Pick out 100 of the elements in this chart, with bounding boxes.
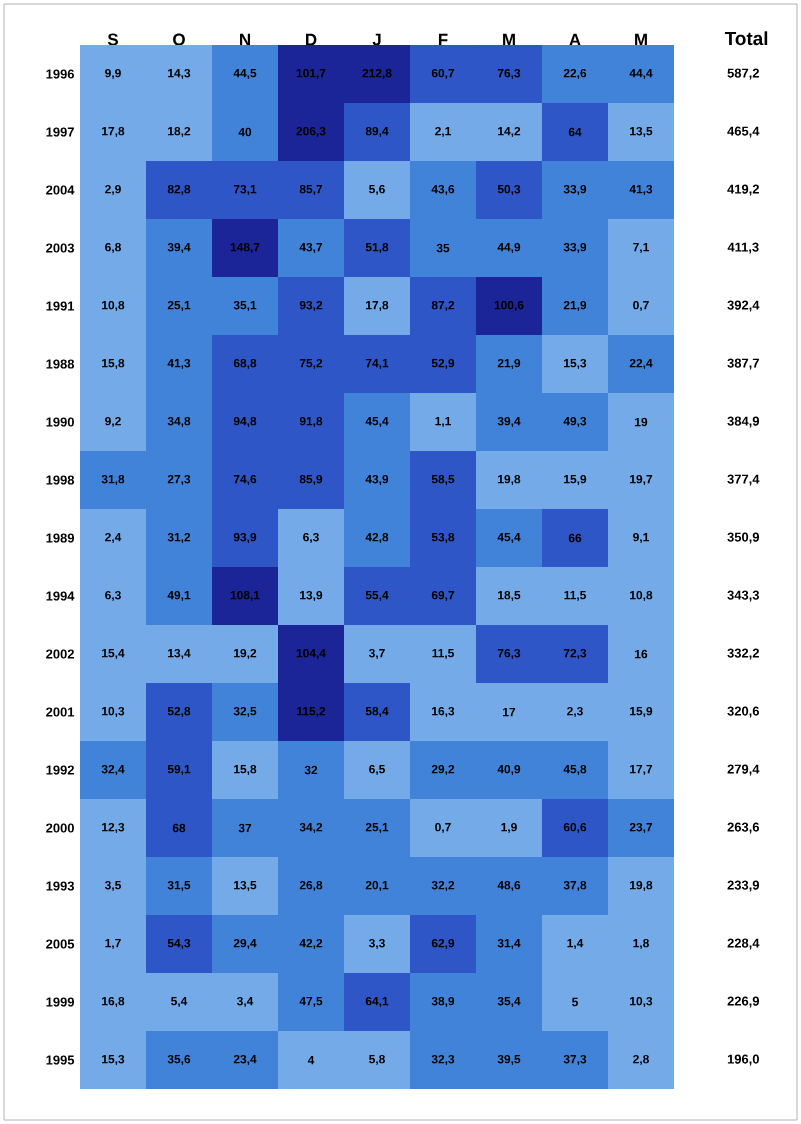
data-label: 16,3 xyxy=(432,706,455,718)
data-label: 13,4 xyxy=(168,648,191,660)
y2-tick-label: 377,4 xyxy=(727,474,760,486)
data-label: 0,7 xyxy=(435,822,451,834)
data-label: 12,3 xyxy=(102,822,125,834)
data-label: 48,6 xyxy=(497,880,521,892)
data-label: 2,8 xyxy=(633,1054,649,1066)
data-label: 15,4 xyxy=(102,648,125,660)
data-label: 5,8 xyxy=(369,1054,385,1066)
data-label: 68,8 xyxy=(233,358,257,370)
data-label: 17 xyxy=(503,707,516,717)
x-tick-label: F xyxy=(438,33,448,46)
data-label: 21,9 xyxy=(563,300,587,312)
data-label: 100,6 xyxy=(494,300,524,312)
data-label: 212,8 xyxy=(362,68,392,80)
data-label: 22,6 xyxy=(563,68,587,80)
data-label: 2,4 xyxy=(105,532,122,544)
data-label: 3,3 xyxy=(368,938,385,950)
data-label: 39,4 xyxy=(497,416,521,428)
data-label: 85,7 xyxy=(299,184,323,196)
data-label: 41,3 xyxy=(167,358,191,370)
y2-tick-label: 226,9 xyxy=(727,996,760,1008)
data-label: 69,7 xyxy=(431,590,455,602)
data-label: 18,5 xyxy=(498,590,521,602)
data-label: 3,7 xyxy=(368,648,385,660)
data-label: 1,1 xyxy=(435,416,451,428)
y2-axis-title: Total xyxy=(724,31,768,46)
data-label: 82,8 xyxy=(167,184,191,196)
data-label: 5,4 xyxy=(171,996,188,1008)
data-label: 17,8 xyxy=(102,126,125,138)
data-label: 21,9 xyxy=(497,358,521,370)
data-label: 10,8 xyxy=(630,590,653,602)
y2-tick-label: 411,3 xyxy=(727,242,759,254)
y2-tick-label: 350,9 xyxy=(727,532,760,544)
data-label: 10,3 xyxy=(102,706,125,718)
data-label: 25,1 xyxy=(167,300,191,312)
data-label: 19,8 xyxy=(498,474,521,486)
data-label: 35,4 xyxy=(497,996,521,1008)
x-tick-label: S xyxy=(107,33,118,46)
data-label: 1,9 xyxy=(501,822,517,834)
data-label: 66 xyxy=(568,533,582,543)
data-label: 31,2 xyxy=(167,532,191,544)
x-tick-label: M xyxy=(635,33,647,46)
data-label: 15,3 xyxy=(102,1054,125,1066)
y2-tick-label: 263,6 xyxy=(727,822,760,834)
data-label: 55,4 xyxy=(365,590,389,602)
data-label: 11,5 xyxy=(432,648,454,660)
y-tick-label: 1996 xyxy=(46,69,75,79)
data-label: 44,9 xyxy=(497,242,521,254)
data-label: 34,2 xyxy=(299,822,323,834)
data-label: 19,7 xyxy=(630,474,653,486)
y-tick-label: 1993 xyxy=(46,881,75,891)
y-tick-label: 2003 xyxy=(46,243,75,253)
data-label: 85,9 xyxy=(299,474,323,486)
y-tick-label: 1992 xyxy=(46,765,74,775)
data-label: 43,7 xyxy=(299,242,323,254)
data-label: 72,3 xyxy=(563,648,587,660)
data-label: 42,8 xyxy=(365,532,389,544)
data-label: 23,4 xyxy=(233,1054,257,1066)
data-label: 2,1 xyxy=(435,126,451,138)
data-label: 43,6 xyxy=(431,184,455,196)
data-label: 3,4 xyxy=(236,996,254,1008)
data-label: 49,1 xyxy=(167,590,191,602)
y2-tick-label: 332,2 xyxy=(727,648,759,660)
y-tick-label: 1998 xyxy=(46,475,75,485)
y2-tick-label: 279,4 xyxy=(727,764,760,776)
data-label: 60,7 xyxy=(431,68,455,80)
x-tick-label: N xyxy=(240,33,250,46)
y-tick-label: 1990 xyxy=(46,417,74,427)
data-label: 25,1 xyxy=(365,822,389,834)
y2-tick-label: 228,4 xyxy=(727,938,760,950)
y2-tick-label: 465,4 xyxy=(727,126,760,138)
data-label: 44,5 xyxy=(233,68,257,80)
data-label: 16 xyxy=(635,649,648,659)
data-label: 41,3 xyxy=(629,184,653,196)
data-label: 53,8 xyxy=(431,532,455,544)
y-tick-label: 1994 xyxy=(46,591,75,601)
data-label: 74,1 xyxy=(365,358,389,370)
y2-tick-label: 587,2 xyxy=(727,68,759,80)
data-label: 37,8 xyxy=(563,880,587,892)
data-label: 5,6 xyxy=(369,184,385,196)
data-label: 20,1 xyxy=(365,880,389,892)
data-label: 29,2 xyxy=(431,764,455,776)
y-tick-label: 1989 xyxy=(46,533,74,543)
data-label: 1,8 xyxy=(633,938,649,950)
data-label: 39,4 xyxy=(167,242,191,254)
data-label: 87,2 xyxy=(431,300,455,312)
data-label: 27,3 xyxy=(167,474,191,486)
data-label: 206,3 xyxy=(296,126,326,138)
data-label: 64 xyxy=(568,127,582,137)
data-label: 16,8 xyxy=(102,996,125,1008)
x-tick-label: O xyxy=(173,33,185,46)
y-tick-label: 2004 xyxy=(46,185,75,195)
data-label: 40 xyxy=(238,127,252,137)
data-label: 10,8 xyxy=(102,300,125,312)
data-label: 35,1 xyxy=(233,300,257,312)
data-label: 31,4 xyxy=(497,938,521,950)
data-label: 32,3 xyxy=(431,1054,455,1066)
x-tick-label: M xyxy=(503,33,515,46)
data-label: 6,5 xyxy=(369,764,385,776)
